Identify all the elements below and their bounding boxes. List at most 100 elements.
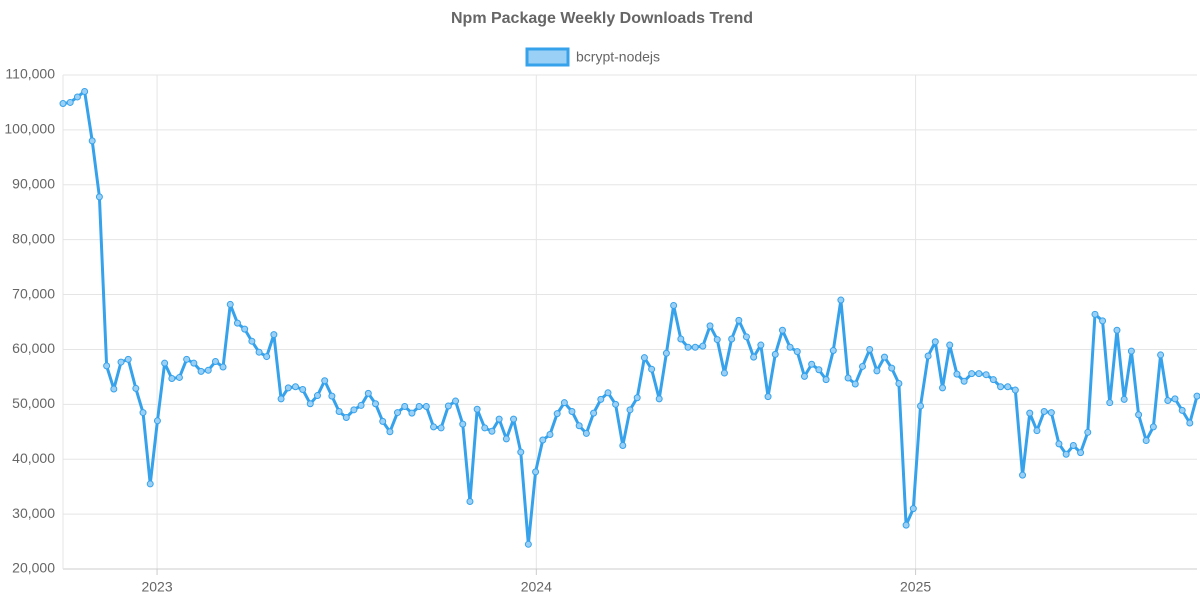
- data-point: [786, 343, 794, 351]
- data-point: [699, 342, 707, 350]
- data-point: [1120, 395, 1128, 403]
- data-point: [735, 316, 743, 324]
- data-point: [590, 409, 598, 417]
- data-point: [132, 384, 140, 392]
- data-point: [226, 300, 234, 308]
- data-point: [706, 322, 714, 330]
- data-point: [720, 369, 728, 377]
- data-point: [1186, 419, 1194, 427]
- data-point: [1099, 317, 1107, 325]
- legend-label: bcrypt-nodejs: [576, 49, 660, 65]
- data-point: [655, 395, 663, 403]
- data-point: [190, 359, 198, 367]
- data-point: [1127, 347, 1135, 355]
- data-point: [946, 341, 954, 349]
- data-point: [553, 410, 561, 418]
- y-tick-label: 100,000: [4, 121, 55, 137]
- data-point: [873, 367, 881, 375]
- data-point: [204, 366, 212, 374]
- data-point: [815, 366, 823, 374]
- data-point: [233, 319, 241, 327]
- data-point: [1026, 409, 1034, 417]
- data-point: [430, 423, 438, 431]
- data-point: [401, 403, 409, 411]
- data-point: [1033, 427, 1041, 435]
- data-point: [1142, 437, 1150, 445]
- data-point: [161, 359, 169, 367]
- data-point: [372, 400, 380, 408]
- data-point: [1047, 409, 1055, 417]
- y-tick-label: 70,000: [12, 285, 55, 301]
- data-point: [1193, 392, 1200, 400]
- data-point: [66, 98, 74, 106]
- data-point: [568, 407, 576, 415]
- data-point: [1055, 440, 1063, 448]
- data-point: [612, 400, 620, 408]
- data-point: [386, 428, 394, 436]
- data-point: [437, 424, 445, 432]
- data-point: [175, 373, 183, 381]
- data-point: [691, 343, 699, 351]
- data-point: [335, 407, 343, 415]
- data-point: [560, 399, 568, 407]
- data-point: [837, 296, 845, 304]
- data-point: [1019, 471, 1027, 479]
- data-point: [604, 389, 612, 397]
- data-point: [960, 377, 968, 385]
- data-point: [909, 505, 917, 513]
- data-point: [1164, 396, 1172, 404]
- y-tick-label: 20,000: [12, 560, 55, 576]
- data-point: [284, 384, 292, 392]
- data-point: [306, 400, 314, 408]
- y-tick-label: 110,000: [5, 66, 55, 82]
- data-point: [858, 362, 866, 370]
- data-point: [917, 402, 925, 410]
- data-point: [364, 389, 372, 397]
- data-point: [1171, 395, 1179, 403]
- data-point: [757, 341, 765, 349]
- series-line: [62, 89, 1199, 546]
- data-point: [619, 442, 627, 449]
- data-point: [299, 386, 307, 394]
- data-point: [488, 427, 496, 435]
- data-point: [1062, 450, 1070, 458]
- legend-swatch: [525, 47, 570, 67]
- data-point: [219, 363, 227, 371]
- data-point: [117, 358, 125, 366]
- x-tick-label: 2024: [521, 579, 552, 595]
- data-point: [444, 402, 452, 410]
- data-point: [255, 348, 263, 356]
- data-point: [1084, 428, 1092, 436]
- data-point: [81, 87, 89, 95]
- data-point: [575, 422, 583, 430]
- data-point: [539, 436, 547, 444]
- data-point: [422, 403, 430, 411]
- y-tick-label: 60,000: [12, 340, 55, 356]
- data-point: [1106, 399, 1114, 407]
- data-point: [270, 331, 278, 339]
- x-tick-label: 2023: [141, 579, 172, 595]
- data-point: [982, 371, 990, 379]
- data-point: [168, 375, 176, 383]
- data-point: [321, 377, 329, 385]
- data-point: [452, 397, 460, 405]
- data-point: [277, 395, 285, 403]
- data-point: [582, 429, 590, 437]
- data-point: [532, 468, 540, 476]
- data-point: [888, 364, 896, 372]
- data-point: [139, 409, 147, 417]
- data-point: [146, 480, 154, 488]
- y-tick-label: 40,000: [12, 450, 55, 466]
- data-point: [379, 417, 387, 425]
- data-point: [342, 414, 350, 422]
- data-point: [771, 350, 779, 358]
- data-point: [248, 337, 256, 345]
- data-point: [153, 417, 161, 425]
- data-point: [844, 374, 852, 382]
- data-point: [626, 406, 634, 414]
- data-point: [357, 401, 365, 409]
- data-point: [648, 365, 656, 373]
- data-point: [1178, 406, 1186, 414]
- data-point: [59, 100, 67, 108]
